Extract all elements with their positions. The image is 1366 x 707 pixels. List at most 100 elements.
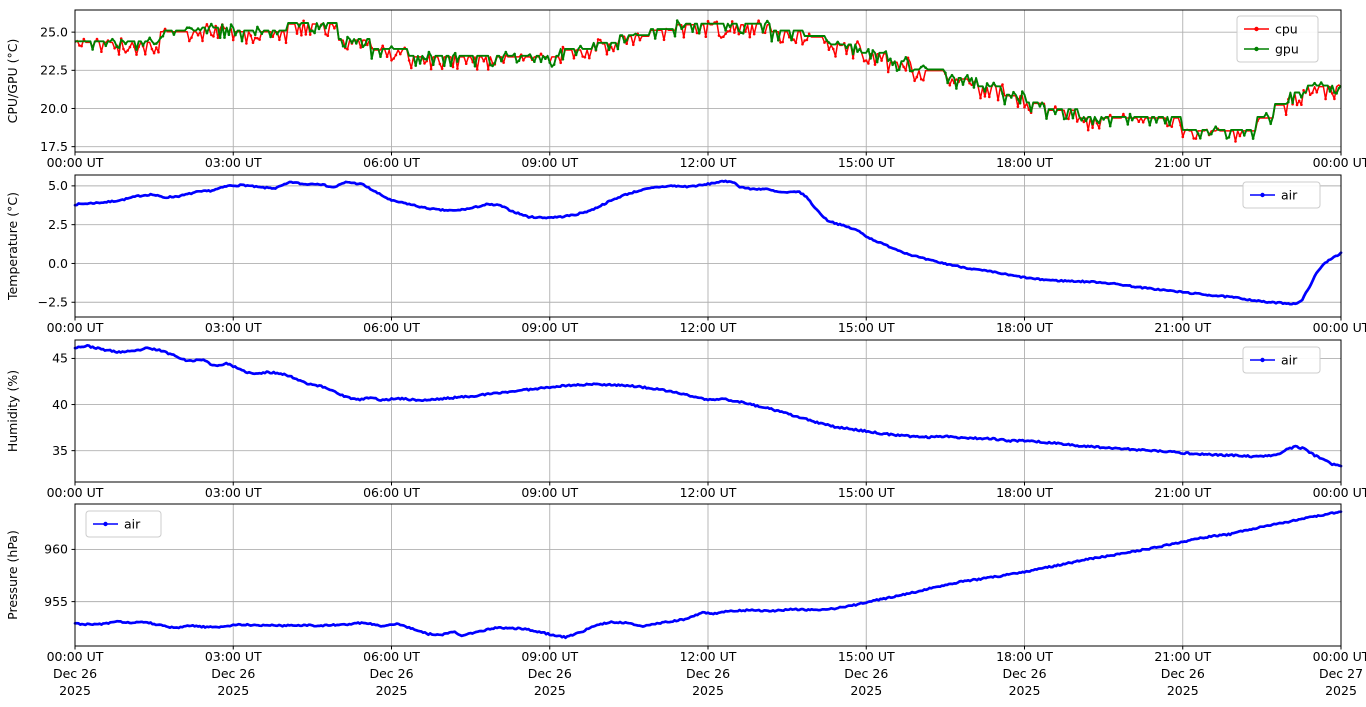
marker-dot <box>1075 120 1079 123</box>
marker-dot <box>581 55 584 58</box>
marker-dot <box>807 32 811 36</box>
marker-dot <box>223 36 226 39</box>
marker-dot <box>574 53 578 57</box>
marker-dot <box>253 36 257 40</box>
marker-dot <box>317 27 321 31</box>
marker-dot <box>1337 87 1341 90</box>
panel-cpu-gpu-temperature: 00:00 UT 03:00 UT 06:00 UT 09:00 UT 12:00 UT… <box>5 9 1366 170</box>
marker-dot <box>1054 105 1057 108</box>
marker-dot <box>1210 132 1213 136</box>
marker-dot <box>851 57 855 60</box>
y-axis-title: CPU/GPU (°C) <box>5 39 20 124</box>
marker-dot <box>653 37 657 40</box>
marker-dot <box>1128 112 1132 116</box>
marker-dot <box>438 62 442 66</box>
marker-dot <box>135 53 138 56</box>
marker-dot <box>427 50 431 54</box>
marker-dot <box>190 27 193 30</box>
marker-dot <box>794 41 798 45</box>
marker-dot <box>1155 121 1158 124</box>
marker-dot <box>675 19 679 22</box>
marker-dot <box>491 64 494 68</box>
marker-dot <box>304 33 308 36</box>
legend-label: air <box>124 516 141 531</box>
marker-dot <box>730 20 734 23</box>
marker-dot <box>1091 126 1094 130</box>
marker-dot <box>530 57 534 60</box>
marker-dot <box>122 47 125 51</box>
marker-dot <box>394 53 398 57</box>
marker-dot <box>946 81 949 85</box>
marker-dot <box>313 31 316 35</box>
marker-dot <box>827 41 831 44</box>
marker-dot <box>1168 123 1171 127</box>
marker-dot <box>141 43 145 47</box>
marker-dot <box>781 40 784 44</box>
panel-air-temperature: 00:00 UT 03:00 UT 06:00 UT 09:00 UT 12:00 UT… <box>5 174 1366 335</box>
marker-dot <box>697 31 701 35</box>
series-air-pressure <box>73 510 1343 640</box>
marker-dot <box>919 65 923 69</box>
marker-dot <box>572 57 576 60</box>
marker-dot <box>858 47 861 51</box>
marker-dot <box>988 95 991 99</box>
marker-dot <box>284 41 288 45</box>
marker-dot <box>588 56 591 60</box>
marker-dot <box>704 35 708 38</box>
marker-dot <box>744 30 747 33</box>
x-tick-label: 21:00 UT <box>1154 485 1211 500</box>
marker-dot <box>297 24 301 28</box>
y-axis-cpu-gpu-temperature: 25.0 22.5 20.0 17.5 <box>40 24 75 154</box>
marker-dot <box>825 39 828 42</box>
marker-dot <box>533 60 536 63</box>
marker-dot <box>366 43 369 47</box>
marker-dot <box>91 48 94 51</box>
marker-dot <box>1016 105 1020 109</box>
marker-dot <box>1045 117 1048 120</box>
y-axis-title: Temperature (°C) <box>5 192 20 301</box>
marker-dot <box>1302 89 1305 92</box>
marker-dot <box>625 38 628 42</box>
marker-dot <box>451 65 455 69</box>
marker-dot <box>1295 103 1299 107</box>
marker-dot <box>612 49 615 53</box>
marker-dot <box>502 61 505 64</box>
marker-dot <box>579 44 582 48</box>
marker-dot <box>269 35 272 39</box>
x-tick-year-label: 2025 <box>217 683 249 698</box>
y-tick-label: 25.0 <box>40 24 68 39</box>
marker-dot <box>544 57 547 60</box>
marker-dot <box>944 71 947 75</box>
marker-dot <box>251 41 255 44</box>
marker-dot <box>152 42 156 46</box>
marker-dot <box>539 60 543 64</box>
marker-dot <box>832 47 835 51</box>
marker-dot <box>599 38 602 42</box>
marker-dot <box>392 57 396 60</box>
marker-dot <box>748 35 752 39</box>
marker-dot <box>737 29 741 32</box>
marker-dot <box>1102 118 1105 121</box>
marker-dot <box>144 53 147 56</box>
marker-dot <box>1163 122 1167 125</box>
x-tick-date-label: Dec 26 <box>211 666 255 681</box>
x-tick-year-label: 2025 <box>59 683 91 698</box>
x-tick-label: 06:00 UT <box>363 485 420 500</box>
marker-dot <box>324 32 327 36</box>
marker-dot <box>673 34 677 38</box>
marker-dot <box>311 29 314 32</box>
marker-dot <box>1010 96 1013 99</box>
x-tick-label: 18:00 UT <box>996 155 1053 170</box>
marker-dot <box>561 58 565 61</box>
marker-dot <box>482 59 486 63</box>
marker-dot <box>231 38 235 42</box>
grid-cpu-gpu-temperature <box>74 10 1342 152</box>
marker-dot <box>456 67 459 70</box>
marker-dot <box>992 81 995 85</box>
x-tick-label: 00:00 UT <box>47 649 104 664</box>
marker-dot <box>126 49 129 52</box>
marker-dot <box>728 25 732 29</box>
x-tick-label: 00:00 UT <box>1313 485 1366 500</box>
